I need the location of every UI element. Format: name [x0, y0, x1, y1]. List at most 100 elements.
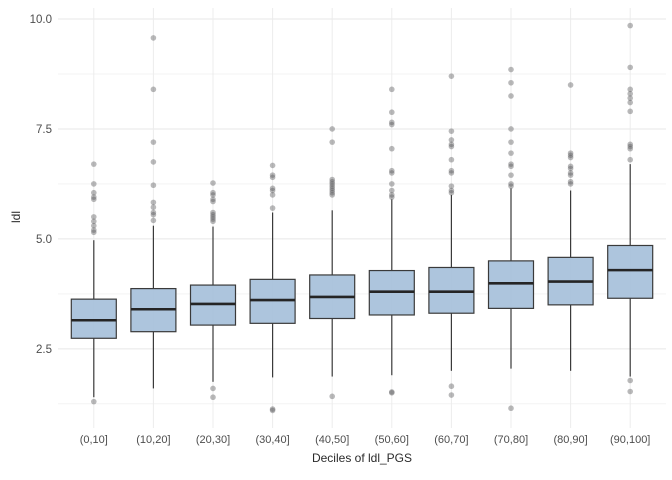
outlier-point: [269, 205, 276, 211]
outlier-point: [567, 150, 574, 156]
outlier-point: [567, 170, 574, 176]
outlier-point: [210, 196, 216, 203]
outlier-point: [448, 141, 455, 148]
x-tick-label: (10,20]: [136, 434, 170, 446]
outlier-point: [269, 187, 276, 194]
outlier-point: [329, 126, 336, 132]
outlier-point: [508, 172, 514, 178]
outlier-point: [627, 377, 633, 384]
outlier-point: [567, 165, 574, 172]
x-tick-label: (20,30]: [196, 434, 230, 446]
outlier-point: [329, 192, 336, 198]
box: [249, 278, 296, 324]
outlier-point: [150, 199, 157, 206]
y-tick-label: 7.5: [36, 124, 52, 136]
outlier-point: [91, 189, 97, 196]
outlier-point: [389, 119, 395, 126]
outlier-point: [448, 187, 455, 194]
x-tick-label: (40,50]: [315, 434, 349, 446]
outlier-point: [508, 79, 514, 86]
box: [487, 260, 535, 309]
outlier-point: [210, 385, 216, 392]
outlier-point: [269, 192, 276, 198]
outlier-point: [150, 204, 157, 211]
x-tick-label: (0,10]: [80, 434, 108, 446]
outlier-point: [508, 66, 514, 73]
outlier-point: [269, 407, 276, 414]
x-tick-label: (70,80]: [494, 434, 528, 446]
x-axis-title: Deciles of ldl_PGS: [311, 451, 413, 465]
outlier-point: [91, 218, 97, 225]
outlier-point: [210, 394, 216, 401]
y-tick-label: 10.0: [30, 14, 52, 26]
outlier-point: [448, 392, 455, 398]
outlier-point: [627, 86, 633, 93]
outlier-point: [627, 95, 633, 101]
outlier-point: [91, 398, 97, 405]
outlier-point: [210, 214, 216, 220]
outlier-point: [567, 154, 574, 161]
outlier-point: [389, 121, 395, 128]
outlier-point: [389, 86, 395, 93]
outlier-point: [448, 137, 455, 143]
outlier-point: [150, 35, 157, 41]
outlier-point: [627, 141, 633, 148]
outlier-point: [91, 222, 97, 229]
box: [607, 244, 654, 299]
box: [70, 298, 117, 339]
outlier-point: [389, 181, 395, 187]
y-tick-label: 2.5: [36, 344, 52, 356]
outlier-point: [91, 229, 97, 236]
outlier-point: [627, 99, 633, 106]
x-tick-label: (80,90]: [553, 434, 587, 446]
outlier-point: [150, 182, 157, 189]
outlier-point: [91, 227, 97, 233]
x-tick-label: (90,100]: [610, 434, 650, 446]
outlier-point: [567, 178, 574, 185]
outlier-point: [508, 181, 514, 187]
outlier-point: [389, 145, 395, 152]
outlier-point: [91, 161, 97, 167]
outlier-point: [269, 174, 276, 181]
outlier-point: [508, 93, 514, 99]
outlier-point: [627, 22, 633, 29]
outlier-point: [150, 159, 157, 165]
outlier-point: [210, 216, 216, 222]
outlier-point: [329, 139, 336, 145]
outlier-point: [508, 139, 514, 145]
outlier-point: [329, 176, 336, 183]
outlier-point: [448, 167, 455, 174]
outlier-point: [91, 214, 97, 220]
outlier-point: [627, 388, 633, 395]
outlier-point: [150, 217, 157, 224]
y-axis-title: ldl: [9, 211, 23, 224]
outlier-point: [389, 187, 395, 194]
outlier-point: [150, 209, 157, 216]
outlier-point: [448, 128, 455, 134]
outlier-point: [508, 183, 514, 189]
outlier-point: [448, 156, 455, 163]
outlier-point: [329, 393, 336, 400]
outlier-point: [627, 156, 633, 163]
outlier-point: [210, 209, 216, 216]
outlier-point: [91, 196, 97, 203]
outlier-point: [448, 170, 455, 176]
x-tick-label: (60,70]: [434, 434, 468, 446]
outlier-point: [210, 180, 216, 186]
box: [428, 266, 475, 314]
outlier-point: [508, 150, 514, 156]
outlier-point: [150, 139, 157, 145]
outlier-point: [329, 183, 336, 189]
outlier-point: [389, 170, 395, 176]
outlier-point: [210, 192, 216, 198]
outlier-point: [210, 198, 216, 205]
outlier-point: [329, 178, 336, 185]
outlier-point: [269, 185, 276, 192]
outlier-point: [150, 86, 157, 93]
outlier-point: [91, 181, 97, 187]
outlier-point: [389, 390, 395, 396]
outlier-point: [508, 163, 514, 170]
outlier-point: [389, 194, 395, 200]
y-tick-label: 5.0: [36, 234, 52, 246]
outlier-point: [567, 152, 574, 159]
